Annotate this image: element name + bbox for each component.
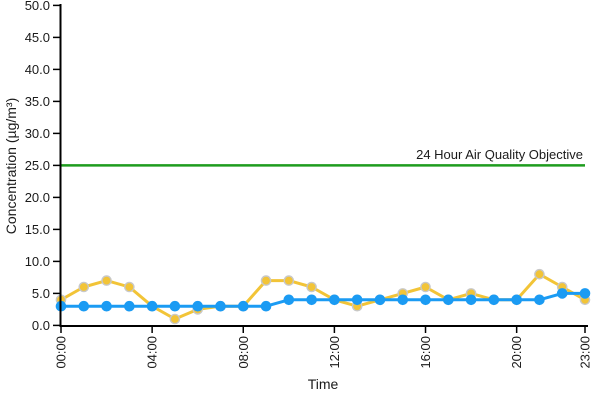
blue-series-marker [351,294,363,306]
reference-line-label: 24 Hour Air Quality Objective [416,147,583,162]
blue-series-marker [420,294,431,306]
blue-series-marker [443,294,454,306]
blue-series-marker [192,300,203,312]
y-tick-label: 45.0 [25,30,50,45]
y-tick-label: 0.0 [32,318,50,333]
yellow-series-marker [260,275,272,286]
y-tick-label: 20.0 [25,190,50,205]
yellow-series-marker [306,281,317,293]
blue-series-marker [169,300,181,312]
y-axis-title: Concentration (µg/m³) [3,98,19,234]
blue-series-marker [556,288,568,299]
blue-series-marker [124,300,135,312]
x-tick-label: 20:00 [509,336,524,369]
y-tick-label: 40.0 [25,62,50,77]
blue-series-marker [397,294,409,306]
x-tick-label: 12:00 [327,336,342,369]
x-tick-label: 00:00 [54,336,69,369]
yellow-series-marker [78,281,90,293]
blue-series-marker [78,300,90,312]
blue-series-marker [306,294,317,306]
blue-series-marker [101,300,112,312]
y-tick-label: 35.0 [25,94,50,109]
yellow-series-marker [101,275,112,286]
y-tick-label: 25.0 [25,158,50,173]
yellow-series-marker [169,313,181,325]
x-tick-label: 23:00 [578,336,593,369]
blue-series-marker [146,300,158,312]
x-tick-label: 04:00 [145,336,160,369]
y-tick-label: 15.0 [25,222,50,237]
blue-series-marker [374,294,386,306]
x-tick-label: 16:00 [418,336,433,369]
y-tick-label: 50.0 [25,0,50,13]
y-tick-label: 10.0 [25,254,50,269]
blue-series-marker [260,300,272,312]
blue-series-marker [534,294,545,306]
blue-series-marker [329,294,340,306]
yellow-series-marker [283,275,295,286]
yellow-series-marker [124,281,135,293]
yellow-series-marker [420,281,431,293]
x-axis-title: Time [308,376,339,392]
y-tick-label: 30.0 [25,126,50,141]
blue-series-marker [465,294,477,306]
x-tick-label: 08:00 [236,336,251,369]
blue-series-marker [215,300,226,312]
blue-series-marker [237,300,249,312]
yellow-series-marker [534,268,545,280]
blue-series-marker [579,288,591,299]
yellow-series-line [60,272,586,321]
axis-ticks-layer: 0.0 5.0 10.0 15.0 20.0 25.0 30.0 35.0 40.0 45.0 50… [25,0,593,369]
blue-series-marker [283,294,295,306]
blue-series-marker [488,294,500,306]
y-tick-label: 5.0 [32,286,50,301]
blue-series-marker [511,294,522,306]
series-layer [55,268,591,325]
